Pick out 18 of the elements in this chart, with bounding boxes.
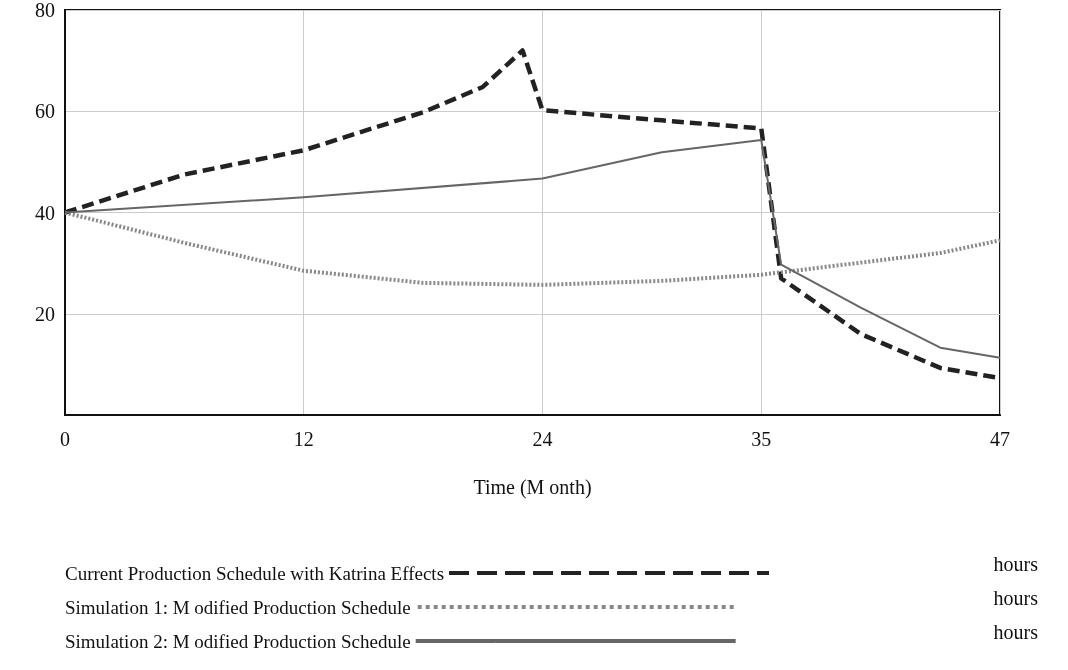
legend-label: Current Production Schedule with Katrina Effects [64,562,445,584]
line-series [64,139,1001,359]
y-tick-label: 40 [35,201,55,224]
text: hours [993,553,1039,575]
y-tick-label: 60 [35,100,55,123]
legend-label: Simulation 2: M odified Production Schedule [64,630,411,652]
x-tick-label: 47 [990,428,1010,450]
y-tick-label: 80 [35,0,55,21]
x-tick-label: 35 [751,428,772,450]
x-tick-label: 12 [293,428,314,450]
text: hours [993,621,1039,643]
line-series [63,210,1002,287]
text: hours [993,587,1039,609]
x-tick-label: 24 [532,428,553,450]
x-axis-title: Time (M onth) [473,476,592,499]
legend-label: Simulation 1: M odified Production Schedule [64,596,411,618]
x-tick-label: 0 [60,428,70,450]
y-tick-label: 20 [35,302,55,325]
